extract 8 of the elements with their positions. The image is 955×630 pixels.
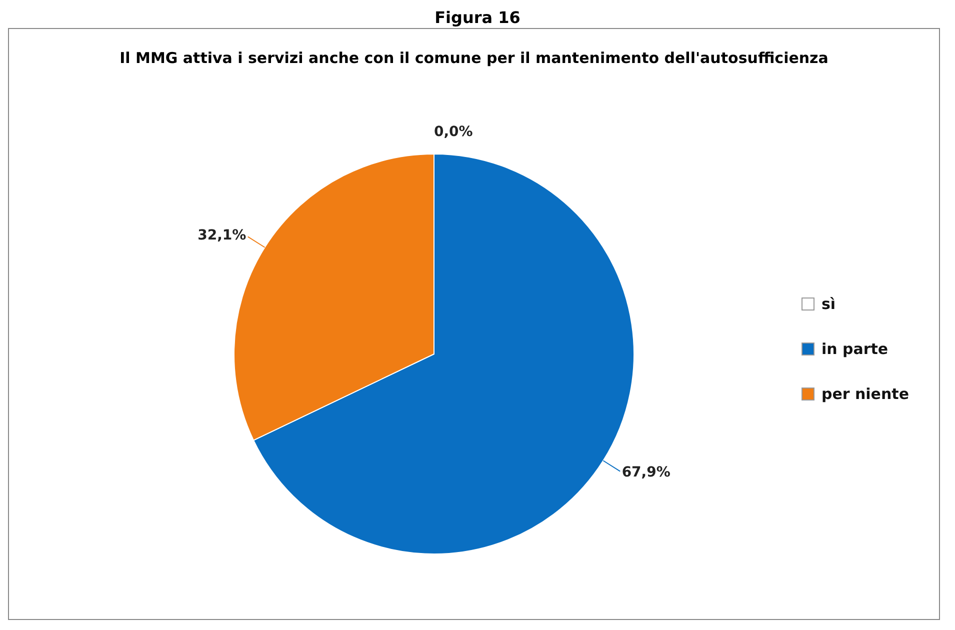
legend-label: sì: [821, 294, 836, 314]
legend-label: per niente: [821, 384, 909, 404]
chart-subtitle: Il MMG attiva i servizi anche con il comune per il mantenimento dell'autosufficienza: [118, 49, 830, 67]
data-label: 67,9%: [622, 464, 670, 480]
text: 0,0%: [434, 124, 473, 140]
legend-label: in parte: [821, 338, 888, 360]
data-label: 32,1%: [198, 228, 246, 244]
chart-title: Figura 16: [434, 8, 522, 28]
